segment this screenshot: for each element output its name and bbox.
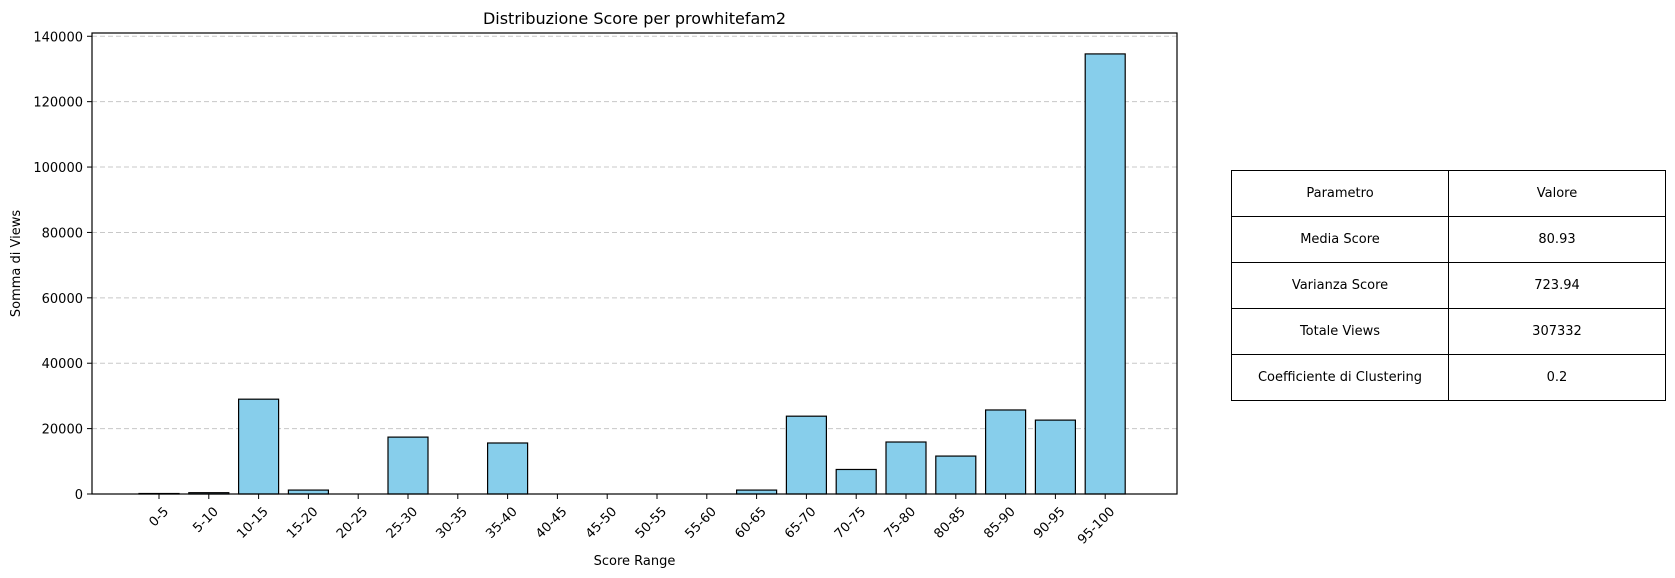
bar-35-40 — [487, 442, 529, 495]
y-tick-label: 140000 — [33, 30, 83, 45]
x-axis-ticks: 0-5 5-10 10-15 15-20 20-25 25-30 30-35 35-40 40-… — [146, 494, 1118, 548]
x-tick-label: 50-55 — [633, 504, 670, 541]
y-tick-label: 20000 — [42, 423, 83, 438]
x-tick-label: 5-10 — [190, 504, 221, 535]
bar-80-85 — [935, 455, 977, 495]
table-row: Varianza Score 723.94 — [1231, 262, 1666, 309]
y-tick-label: 40000 — [42, 357, 83, 372]
y-axis-label: Somma di Views — [9, 210, 24, 317]
table-row: Media Score 80.93 — [1231, 216, 1666, 263]
x-axis-label: Score Range — [594, 554, 676, 569]
x-tick-label: 60-65 — [732, 504, 769, 541]
plot-frame — [91, 32, 1178, 495]
table-header-row: Parametro Valore — [1231, 170, 1666, 217]
x-tick-label: 0-5 — [146, 504, 172, 530]
bar-10-15 — [238, 398, 280, 495]
x-tick-label: 75-80 — [882, 504, 919, 541]
x-tick-label: 45-50 — [583, 504, 620, 541]
table-cell-value: 0.2 — [1448, 354, 1666, 401]
x-tick-label: 70-75 — [832, 504, 869, 541]
grid-lines — [92, 35, 1177, 430]
x-tick-label: 20-25 — [334, 504, 371, 541]
x-tick-label: 95-100 — [1075, 504, 1118, 547]
table-header-cell: Parametro — [1231, 170, 1449, 217]
table-cell-value: 307332 — [1448, 308, 1666, 355]
x-tick-label: 35-40 — [483, 504, 520, 541]
bar-85-90 — [984, 409, 1027, 495]
table-row: Coefficiente di Clustering 0.2 — [1231, 354, 1666, 401]
x-tick-label: 25-30 — [384, 504, 421, 541]
x-tick-label: 15-20 — [284, 504, 321, 541]
table-cell-parameter: Totale Views — [1231, 308, 1449, 355]
x-tick-label: 40-45 — [533, 504, 570, 541]
x-tick-label: 65-70 — [782, 504, 819, 541]
stats-table: Parametro Valore Media Score 80.93 Varia… — [1231, 170, 1666, 401]
y-tick-label: 120000 — [33, 96, 83, 111]
y-tick-label: 80000 — [42, 226, 83, 241]
x-tick-label: 85-90 — [981, 504, 1018, 541]
bar-90-95 — [1034, 419, 1077, 495]
x-tick-label: 55-60 — [683, 504, 720, 541]
x-tick-label: 90-95 — [1031, 504, 1068, 541]
x-tick-label: 10-15 — [234, 504, 271, 541]
bar-95-100 — [1084, 53, 1126, 495]
bar-70-75 — [835, 468, 877, 495]
x-tick-label: 80-85 — [932, 504, 969, 541]
bar-25-30 — [387, 436, 429, 495]
table-header-cell: Valore — [1448, 170, 1666, 217]
chart-title: Distribuzione Score per prowhitefam2 — [483, 9, 786, 28]
y-tick-label: 60000 — [42, 292, 83, 307]
bar-75-80 — [885, 441, 927, 495]
table-cell-parameter: Coefficiente di Clustering — [1231, 354, 1449, 401]
table-cell-parameter: Media Score — [1231, 216, 1449, 263]
x-tick-label: 30-35 — [434, 504, 471, 541]
y-axis-ticks: 0 20000 40000 60000 80000 100000 120000 140000 — [33, 30, 92, 503]
table-cell-value: 80.93 — [1448, 216, 1666, 263]
bars — [138, 53, 1126, 495]
table-cell-parameter: Varianza Score — [1231, 262, 1449, 309]
y-tick-label: 0 — [75, 488, 83, 503]
table-cell-value: 723.94 — [1448, 262, 1666, 309]
y-tick-label: 100000 — [33, 161, 83, 176]
bar-65-70 — [785, 415, 828, 495]
table-row: Totale Views 307332 — [1231, 308, 1666, 355]
